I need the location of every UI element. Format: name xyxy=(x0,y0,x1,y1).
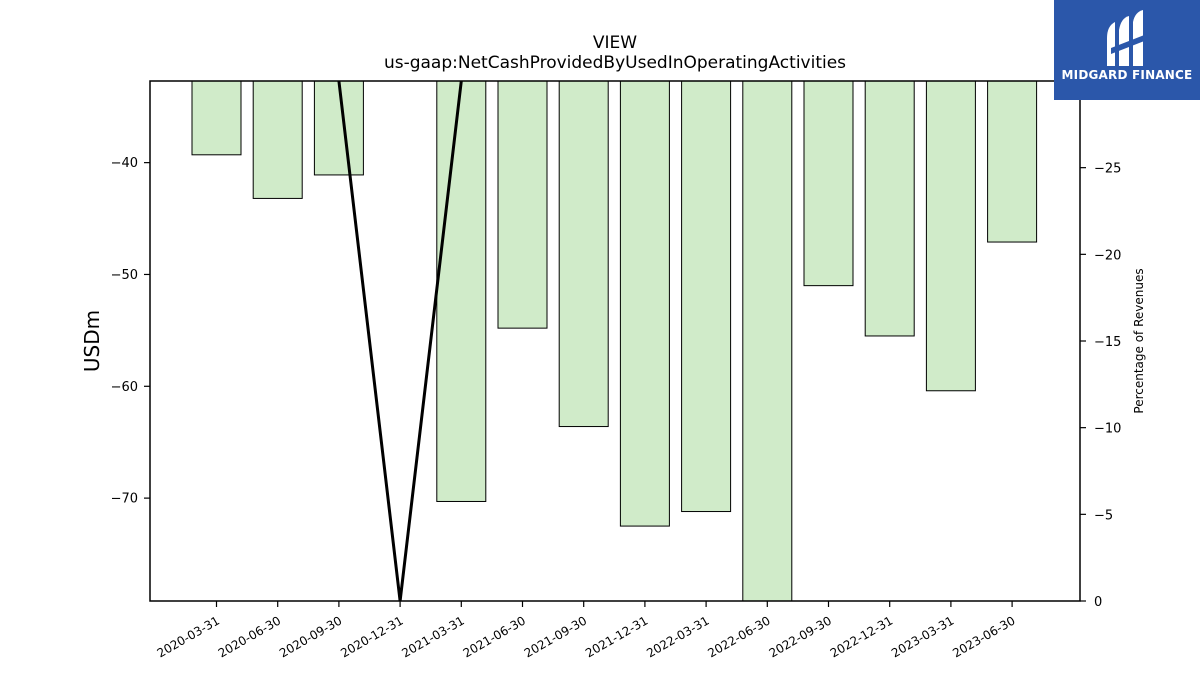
x-tick-label: 2022-06-30 xyxy=(705,613,772,660)
percent-of-revenues-line xyxy=(337,81,463,601)
bar-2023-03-31 xyxy=(925,80,976,392)
bar-2020-06-30 xyxy=(252,80,303,199)
bar-2022-06-30 xyxy=(742,80,793,602)
x-tick-label: 2022-12-31 xyxy=(828,613,895,660)
x-tick-label: 2021-09-30 xyxy=(522,613,589,660)
y-axis-label: USDm xyxy=(80,310,104,372)
bar-2021-03-31 xyxy=(436,80,487,502)
bar-2021-09-30 xyxy=(558,80,609,428)
x-tick-label: 2022-03-31 xyxy=(644,613,711,660)
chart-subtitle: us-gaap:NetCashProvidedByUsedInOperating… xyxy=(384,53,846,73)
y-tick-label: −70 xyxy=(111,492,138,507)
y2-tick-label: −25 xyxy=(1094,162,1121,177)
y2-tick-label: 0 xyxy=(1094,595,1102,610)
x-tick-label: 2021-03-31 xyxy=(399,613,466,660)
x-tick-label: 2022-09-30 xyxy=(767,613,834,660)
y2-tick-label: −5 xyxy=(1094,508,1113,523)
y2-axis-label: Percentage of Revenues xyxy=(1132,268,1146,413)
y-axis: −40 −50 −60 −70 xyxy=(111,156,150,507)
bar-2020-03-31 xyxy=(191,80,242,156)
x-tick-label: 2020-12-31 xyxy=(338,613,405,660)
y-tick-label: −60 xyxy=(111,380,138,395)
bar-2022-03-31 xyxy=(681,80,732,513)
y2-axis: 0−5−10−15−20−25−30 xyxy=(1080,75,1121,610)
x-tick-label: 2021-06-30 xyxy=(461,613,528,660)
bar-2021-12-31 xyxy=(619,80,670,527)
bar-2021-06-30 xyxy=(497,80,548,329)
x-tick-label: 2020-03-31 xyxy=(155,613,222,660)
x-tick-label: 2020-09-30 xyxy=(277,613,344,660)
x-tick-label: 2023-06-30 xyxy=(950,613,1017,660)
logo-mark-icon xyxy=(1107,10,1147,66)
midgard-finance-logo: MIDGARD FINANCE xyxy=(1054,0,1200,100)
y2-tick-label: −15 xyxy=(1094,335,1121,350)
x-tick-label: 2021-12-31 xyxy=(583,613,650,660)
x-tick-label: 2020-06-30 xyxy=(216,613,283,660)
bars-group xyxy=(191,80,1038,602)
bar-2022-09-30 xyxy=(803,80,854,287)
bar-2020-09-30 xyxy=(313,80,364,176)
y-tick-label: −50 xyxy=(111,268,138,283)
x-tick-label: 2023-03-31 xyxy=(889,613,956,660)
chart-title: VIEW xyxy=(593,33,637,53)
y2-tick-label: −10 xyxy=(1094,422,1121,437)
y2-tick-label: −20 xyxy=(1094,248,1121,263)
y-tick-label: −40 xyxy=(111,156,138,171)
bar-2022-12-31 xyxy=(864,80,915,337)
percent-line-group xyxy=(337,81,463,601)
logo-text: MIDGARD FINANCE xyxy=(1061,68,1193,82)
bar-2023-06-30 xyxy=(987,80,1038,243)
x-axis: 2020-03-312020-06-302020-09-302020-12-31… xyxy=(155,601,1018,660)
